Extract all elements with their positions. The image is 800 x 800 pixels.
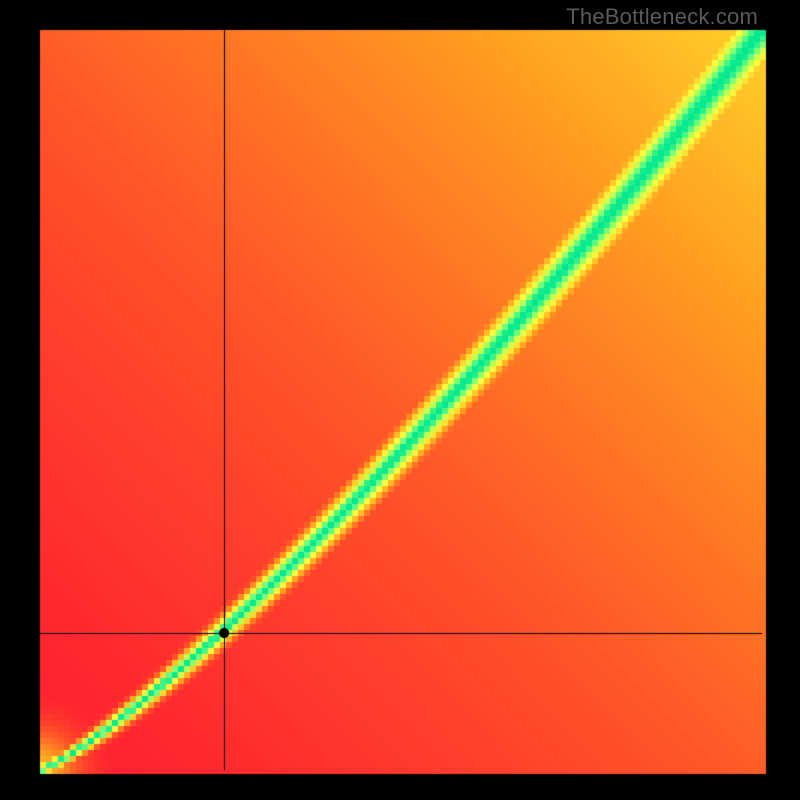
watermark-text: TheBottleneck.com bbox=[566, 4, 758, 30]
chart-container: TheBottleneck.com bbox=[0, 0, 800, 800]
bottleneck-heatmap bbox=[0, 0, 800, 800]
